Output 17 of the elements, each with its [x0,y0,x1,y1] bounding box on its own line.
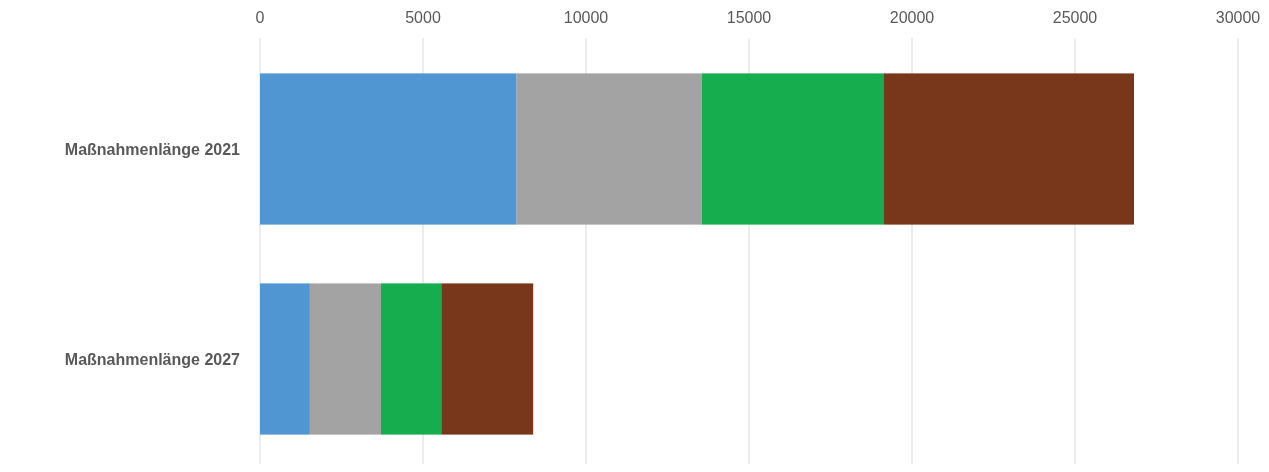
bar [701,73,884,225]
bar [380,283,442,435]
x-tick-label: 0 [255,9,265,26]
bar [883,73,1135,225]
x-tick-label: 15000 [726,9,772,26]
y-tick-label: Maßnahmenlänge 2027 [64,350,241,368]
bar [516,73,702,225]
bar [441,283,534,435]
x-tick-label: 5000 [405,9,441,26]
bar [260,73,517,225]
x-tick-label: 25000 [1052,9,1098,26]
x-tick-label: 10000 [563,9,609,26]
x-tick-label: 30000 [1215,9,1261,26]
y-tick-label: Maßnahmenlänge 2021 [64,140,241,158]
x-tick-label: 20000 [889,9,935,26]
bar [260,283,310,435]
bar [309,283,381,435]
